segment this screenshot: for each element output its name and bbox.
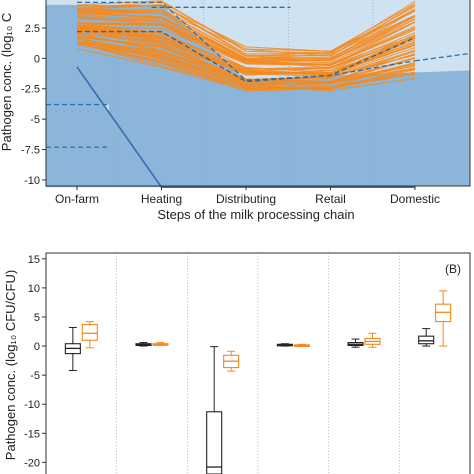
b-y-axis-label: Pathogen conc. (log₁₀ CFU/CFU) (3, 270, 18, 460)
a-orange-trajectory (76, 12, 416, 62)
b-boxplot (135, 342, 152, 347)
b-box (418, 335, 435, 345)
a-x-category-label: Retail (315, 192, 346, 206)
a-orange-trajectory (76, 33, 416, 84)
a-x-category-label: On-farm (55, 192, 99, 206)
b-boxplot (223, 350, 240, 372)
b-y-axis-ticks: 15 10 5 0 -5 -10 -15 -20 (24, 254, 46, 469)
panel-b-box-chart: 15 10 5 0 -5 -10 -15 -20 (B) Pathogen conc. (lo… (3, 252, 471, 474)
a-dark-band (46, 65, 162, 188)
a-orange-trajectory (76, 25, 416, 66)
b-boxplot (81, 321, 98, 349)
a-orange-trajectory (76, 9, 416, 60)
a-y-tick-label: 0 (34, 53, 40, 65)
b-y-tick-label: 15 (28, 254, 40, 266)
b-boxplot (364, 332, 381, 348)
a-y-tick-label: -2.5 (21, 84, 40, 96)
a-x-category-label: Heating (141, 192, 182, 206)
a-y-tick-label: -7.5 (21, 145, 40, 157)
a-x-axis-label: Steps of the milk processing chain (157, 207, 354, 222)
b-boxplot (276, 343, 293, 347)
a-x-category-label: Domestic (390, 192, 440, 206)
b-boxplot (152, 342, 169, 346)
a-orange-trajectory (76, 27, 416, 75)
a-y-axis-ticks: 2.5 0 -2.5 -5 -7.5 -10 (21, 23, 46, 187)
b-y-tick-label: 10 (28, 283, 40, 295)
b-boxplot (418, 328, 435, 347)
b-box (81, 323, 98, 341)
a-y-tick-label: -5 (30, 114, 40, 126)
b-y-tick-label: -15 (24, 428, 40, 440)
a-orange-trajectory (76, 48, 416, 91)
b-y-tick-label: 5 (34, 312, 40, 324)
a-orange-trajectory (76, 31, 416, 77)
a-blue-dashed-line (77, 1, 416, 81)
a-y-axis-label: Pathogen conc. (log₁₀ C (0, 13, 14, 151)
a-y-tick-label: -10 (24, 175, 40, 187)
a-orange-trajectory (76, 42, 416, 91)
a-orange-trajectory (76, 43, 416, 92)
b-box (206, 411, 223, 474)
a-y-tick-label: 2.5 (25, 23, 40, 35)
b-y-tick-label: 0 (34, 341, 40, 353)
b-boxplot (64, 326, 81, 371)
panel-a-line-chart: 2.5 0 -2.5 -5 -7.5 -10 On-farm Heating Distribu… (0, 0, 471, 222)
b-boxplot (347, 338, 364, 348)
a-x-axis-categories: On-farm Heating Distributing Retail Domestic (55, 186, 440, 206)
a-orange-trajectory (76, 33, 416, 82)
b-y-tick-label: -20 (24, 457, 40, 469)
a-blue-dashed-line (414, 52, 471, 62)
a-orange-trajectory (76, 12, 416, 64)
a-background-bands (46, 0, 470, 188)
a-orange-trajectories (76, 0, 416, 92)
a-orange-trajectory (76, 27, 416, 76)
b-y-tick-label: -5 (30, 370, 40, 382)
a-orange-trajectory (76, 40, 416, 83)
a-orange-trajectory (76, 41, 416, 82)
b-group-dividers (116, 253, 400, 474)
a-orange-trajectory (76, 42, 416, 90)
b-boxplot (293, 343, 310, 347)
b-panel-label: (B) (445, 262, 461, 276)
b-y-tick-label: -10 (24, 399, 40, 411)
b-boxplot (206, 346, 223, 474)
a-plot-frame (45, 0, 471, 187)
a-median-line (77, 30, 416, 83)
b-boxplot (435, 290, 452, 347)
b-boxplots (64, 290, 452, 474)
b-plot-frame (45, 252, 471, 474)
a-x-category-label: Distributing (216, 192, 276, 206)
